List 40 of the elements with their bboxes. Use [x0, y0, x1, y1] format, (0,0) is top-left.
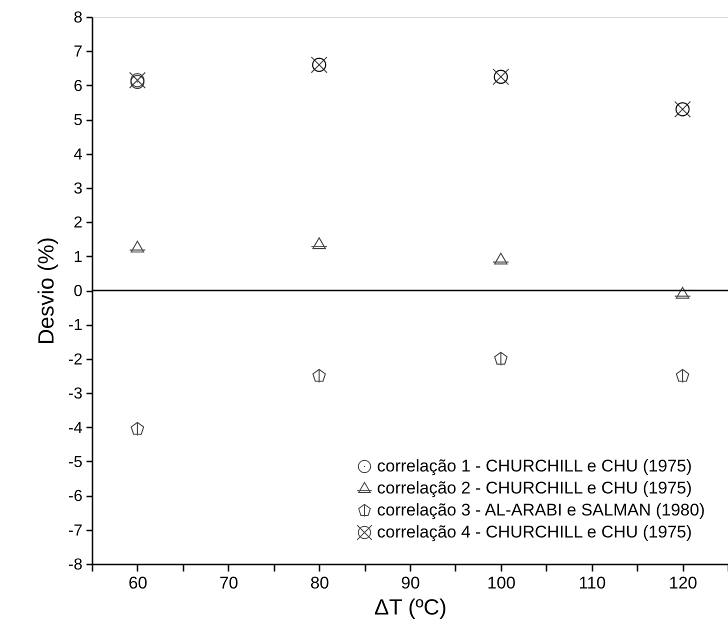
legend-label: correlação 1 - CHURCHILL e CHU (1975): [377, 456, 692, 476]
y-tick-label: -8: [68, 556, 83, 574]
x-tick-label: 70: [219, 574, 238, 592]
point: [310, 237, 328, 250]
y-tick-label: 1: [74, 248, 83, 266]
y-tick-label: 4: [74, 146, 83, 164]
y-tick-label: -5: [68, 454, 83, 471]
point: [676, 368, 690, 384]
y-tick-label: -3: [68, 386, 83, 403]
y-tick-label: 2: [74, 214, 83, 232]
y-tick-label: -1: [68, 317, 83, 334]
legend-label: correlação 2 - CHURCHILL e CHU (1975): [377, 478, 692, 498]
point: [674, 286, 691, 299]
x-tick-label: 90: [401, 574, 420, 592]
x-tick-label: 110: [578, 574, 606, 592]
y-tick-label: -6: [68, 488, 83, 506]
x-tick-label: 120: [668, 574, 698, 592]
legend-label: correlação 3 - AL-ARABI e SALMAN (1980): [377, 500, 705, 520]
point: [494, 352, 508, 366]
point: [130, 422, 144, 436]
x-axis-title: ΔT (ºC): [374, 594, 447, 620]
point: [130, 74, 144, 90]
point: [129, 72, 146, 89]
x-tick-label: 80: [310, 574, 330, 592]
x-tick-label: 100: [487, 574, 516, 592]
x-tick-label: 60: [128, 574, 148, 592]
point: [312, 368, 326, 384]
y-tick-label: 6: [74, 78, 83, 95]
y-tick-label: -4: [68, 420, 83, 437]
y-tick-label: 5: [74, 112, 83, 130]
y-tick-label: 8: [74, 10, 83, 26]
point: [129, 240, 146, 253]
point: [492, 252, 510, 265]
legend-label: correlação 4 - CHURCHILL e CHU (1975): [377, 522, 692, 542]
y-tick-label: 0: [74, 283, 83, 300]
y-tick-label: -7: [68, 522, 83, 540]
y-tick-label: -2: [68, 351, 83, 368]
y-tick-label: 7: [74, 44, 83, 61]
y-axis-title: Desvio (%): [33, 237, 58, 345]
y-tick-label: 3: [74, 180, 83, 198]
